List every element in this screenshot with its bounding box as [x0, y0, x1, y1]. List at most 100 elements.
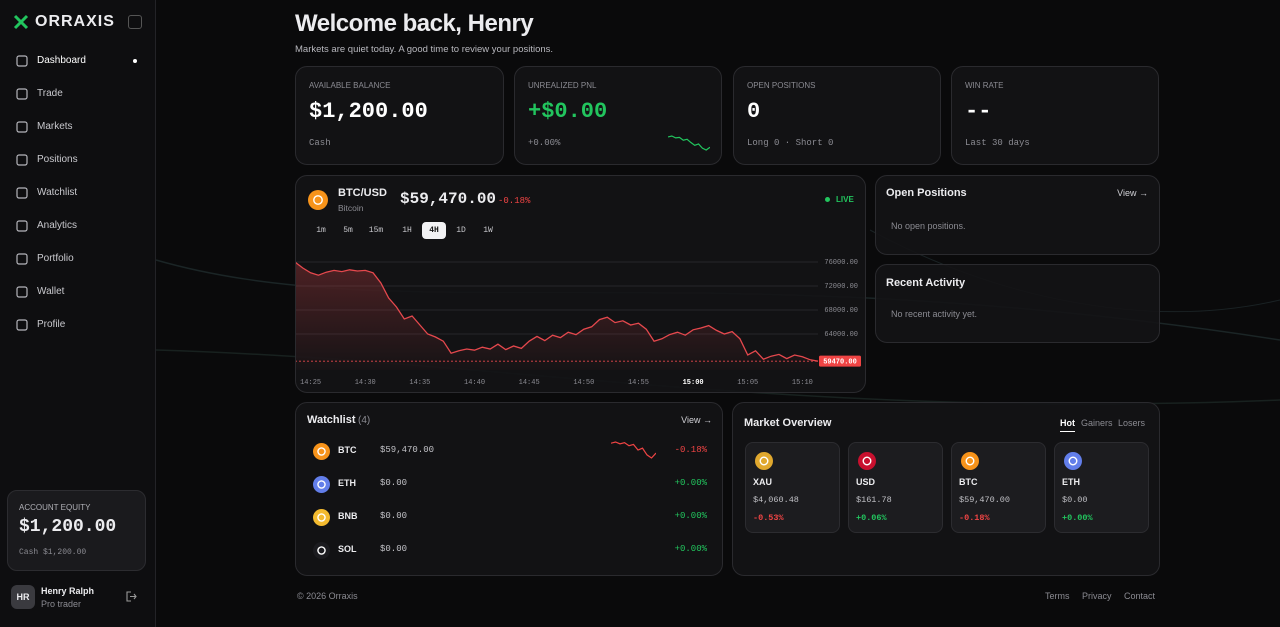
nav-icon [16, 253, 28, 265]
market-price: $4,060.48 [753, 495, 799, 505]
coin-glyph [759, 456, 769, 466]
empty-text: No open positions. [891, 221, 966, 231]
card-title: Open Positions [886, 187, 967, 199]
coin-circle [1064, 452, 1082, 470]
x-tick-label: 14:35 [409, 379, 430, 387]
nav-icon-shape [16, 319, 28, 331]
timeframe-button[interactable]: 1m [316, 226, 326, 235]
coin-circle [308, 190, 328, 210]
coin-glyph [316, 446, 326, 456]
equity-value: $1,200.00 [19, 517, 117, 537]
stat-note: +0.00% [528, 138, 561, 148]
logout-icon [126, 591, 137, 602]
watchlist-symbol: BTC [338, 445, 357, 455]
live-dot [825, 197, 830, 202]
live-status: LIVE [836, 195, 854, 204]
market-card[interactable]: ETH $0.00 +0.00% [1054, 442, 1149, 533]
sparkline [668, 135, 710, 151]
stat-label: OPEN POSITIONS [747, 81, 816, 90]
nav-icon [16, 55, 28, 67]
watchlist-price: $0.00 [380, 478, 408, 488]
nav-item[interactable]: Analytics [37, 220, 78, 231]
active-dot [133, 59, 137, 63]
footer-link[interactable]: Privacy [1082, 591, 1112, 601]
recent-activity-card: Recent Activity No recent activity yet. [875, 264, 1160, 343]
market-price: $0.00 [1062, 495, 1088, 505]
footer-link[interactable]: Contact [1124, 591, 1156, 601]
market-symbol: USD [856, 477, 876, 487]
watchlist-symbol: ETH [338, 478, 356, 488]
nav-icon-shape [16, 220, 28, 232]
nav-item[interactable]: Positions [37, 154, 78, 165]
view-link[interactable]: View → [1117, 188, 1148, 198]
nav-icon-shape [16, 286, 28, 298]
coin-icon [858, 452, 876, 470]
watchlist-price: $0.00 [380, 511, 408, 521]
page-subtitle: Markets are quiet today. A good time to … [295, 44, 554, 55]
open-positions-card: Open Positions View → No open positions. [875, 175, 1160, 255]
equity-card: ACCOUNT EQUITY $1,200.00 Cash $1,200.00 [7, 490, 146, 571]
timeframe-button[interactable]: 4H [422, 222, 446, 239]
sparkline [611, 441, 656, 459]
stat-note: Cash [309, 138, 331, 148]
market-card[interactable]: BTC $59,470.00 -0.18% [951, 442, 1046, 533]
market-symbol: BTC [959, 477, 978, 487]
card-title: Recent Activity [886, 277, 966, 289]
watchlist-change: -0.18% [674, 445, 707, 455]
view-link[interactable]: View → [681, 415, 712, 425]
market-card[interactable]: XAU $4,060.48 -0.53% [745, 442, 840, 533]
sparkline-line [611, 441, 656, 459]
stat-value: +$0.00 [528, 99, 608, 124]
nav-icon-shape [16, 154, 28, 166]
brand: ORRAXIS [35, 13, 115, 30]
footer-link[interactable]: Terms [1045, 591, 1070, 601]
timeframe-button[interactable]: 1D [456, 226, 466, 235]
y-tick-label: 72000.00 [824, 283, 858, 291]
timeframe-button[interactable]: 1H [402, 226, 412, 235]
coin-glyph [313, 195, 323, 205]
stat-note: Long 0 · Short 0 [747, 138, 834, 148]
tab[interactable]: Gainers [1081, 418, 1113, 428]
sidebar: ORRAXIS Dashboard Trade Markets Positions Wat… [0, 0, 156, 627]
nav-item[interactable]: Wallet [37, 286, 65, 297]
nav-item[interactable]: Watchlist [37, 187, 78, 198]
market-change: -0.18% [959, 513, 990, 523]
sparkline-line [668, 135, 710, 151]
y-tick-label: 76000.00 [824, 259, 858, 267]
watchlist-price: $0.00 [380, 544, 408, 554]
x-tick-label: 15:00 [683, 379, 704, 387]
stat-label: WIN RATE [965, 81, 1004, 90]
nav-item[interactable]: Markets [37, 121, 73, 132]
coin-icon [755, 452, 773, 470]
card-title: Market Overview [744, 417, 832, 429]
stat-card: AVAILABLE BALANCE $1,200.00 Cash [295, 66, 504, 165]
stat-note: Last 30 days [965, 138, 1030, 148]
ticker-change: -0.18% [498, 196, 531, 206]
nav-icon-shape [16, 88, 28, 100]
coin-icon [312, 475, 330, 493]
user-role: Pro trader [41, 599, 82, 609]
timeframe-button[interactable]: 1W [483, 226, 493, 235]
copyright: © 2026 Orraxis [297, 591, 358, 601]
tab[interactable]: Losers [1118, 418, 1146, 428]
watchlist-count: (4) [358, 415, 371, 426]
market-symbol: ETH [1062, 477, 1080, 487]
market-card[interactable]: USD $161.78 +0.06% [848, 442, 943, 533]
stat-card: UNREALIZED PNL +$0.00 +0.00% [514, 66, 722, 165]
user-name: Henry Ralph [41, 586, 95, 596]
nav-item[interactable]: Profile [37, 319, 66, 330]
stat-value: $1,200.00 [309, 99, 428, 124]
nav-item[interactable]: Trade [37, 88, 63, 99]
market-price: $59,470.00 [959, 495, 1011, 505]
coin-icon [312, 508, 330, 526]
watchlist-symbol: SOL [338, 544, 357, 554]
timeframe-button[interactable]: 5m [343, 226, 353, 235]
nav-item[interactable]: Dashboard [37, 55, 86, 66]
timeframe-button[interactable]: 15m [368, 226, 384, 235]
nav-item[interactable]: Portfolio [37, 253, 74, 264]
tab[interactable]: Hot [1060, 418, 1075, 432]
coin-circle [312, 508, 330, 526]
equity-label: ACCOUNT EQUITY [19, 503, 91, 512]
collapse-button[interactable] [128, 15, 142, 29]
